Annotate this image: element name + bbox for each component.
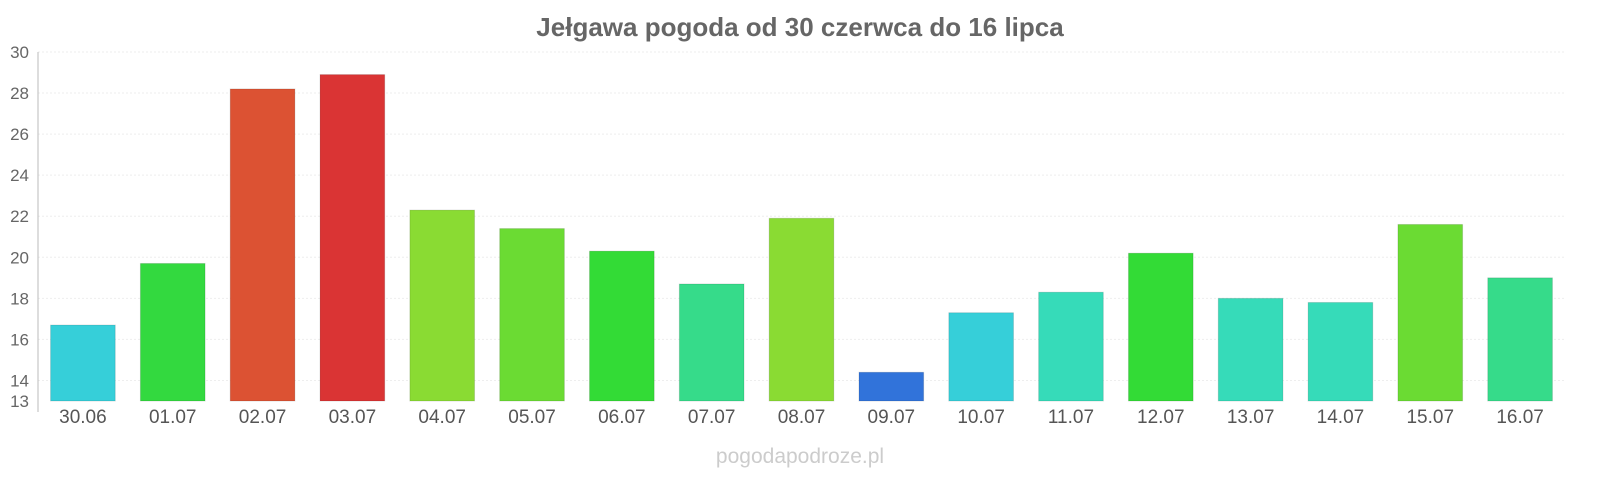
bar [50, 324, 116, 402]
y-tick-label: 28 [10, 84, 29, 103]
y-tick-label: 14 [10, 371, 29, 390]
y-tick-label: 13 [10, 392, 29, 411]
chart-title: Jełgawa pogoda od 30 czerwca do 16 lipca [536, 12, 1064, 42]
watermark: pogodapodroze.pl [716, 445, 884, 468]
x-tick-label: 10.07 [957, 407, 1005, 428]
x-tick-label: 15.07 [1406, 407, 1454, 428]
bar [1307, 301, 1374, 402]
bar [1038, 291, 1104, 402]
x-tick-label: 14.07 [1317, 407, 1365, 428]
x-tick-label: 08.07 [778, 407, 826, 428]
bar [499, 228, 565, 402]
bar [139, 262, 206, 402]
x-tick-label: 13.07 [1227, 407, 1275, 428]
x-tick-label: 11.07 [1048, 407, 1094, 428]
bar [1397, 223, 1464, 402]
bars [50, 74, 1553, 402]
bar [229, 88, 296, 402]
x-tick-label: 01.07 [149, 407, 197, 428]
x-tick-label: 16.07 [1496, 407, 1544, 428]
bar [1217, 297, 1284, 402]
x-tick-label: 04.07 [418, 407, 466, 428]
y-tick-label: 18 [10, 289, 29, 308]
x-tick-label: 30.06 [59, 407, 107, 428]
x-tick-label: 09.07 [868, 407, 916, 428]
bar [319, 74, 386, 402]
bar [589, 250, 655, 402]
y-tick-label: 20 [10, 248, 29, 267]
x-tick-label: 05.07 [508, 407, 556, 428]
bar [858, 371, 925, 402]
y-tick-label: 24 [10, 166, 29, 185]
bar [409, 209, 476, 402]
x-tick-label: 06.07 [598, 407, 646, 428]
y-tick-label: 30 [10, 43, 29, 62]
x-tick-label: 07.07 [688, 407, 736, 428]
x-tick-label: 02.07 [239, 407, 287, 428]
x-axis-ticks: 30.06 01.07 02.07 03.07 04.07 05.07 06.07 07.07… [59, 407, 1544, 428]
bar [1487, 277, 1553, 402]
y-tick-label: 22 [10, 207, 29, 226]
bar [678, 283, 745, 402]
bar [1127, 252, 1194, 402]
y-tick-label: 16 [10, 330, 29, 349]
x-tick-label: 03.07 [329, 407, 377, 428]
bar [948, 312, 1014, 402]
y-tick-label: 26 [10, 125, 29, 144]
x-tick-label: 12.07 [1137, 407, 1185, 428]
bar [768, 217, 835, 402]
y-axis-ticks: 13 14 16 18 20 22 24 26 28 30 [10, 43, 29, 411]
